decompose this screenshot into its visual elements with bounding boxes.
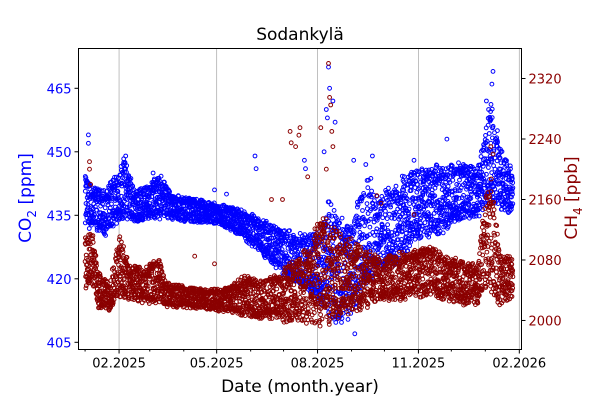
co2-point — [458, 178, 462, 182]
co2-point — [366, 186, 370, 190]
co2-point — [387, 186, 391, 190]
co2-outlier-point — [322, 150, 326, 154]
co2-outlier-point — [490, 82, 494, 86]
co2-point — [408, 202, 412, 206]
co2-point — [158, 217, 162, 221]
co2-point — [423, 221, 427, 225]
co2-outlier-point — [324, 108, 328, 112]
co2-outlier-point — [445, 137, 449, 141]
co2-outlier-point — [254, 167, 258, 171]
co2-outlier-point — [371, 154, 375, 158]
co2-outlier-point — [253, 154, 257, 158]
co2-point — [486, 123, 490, 127]
co2-outlier-point — [304, 167, 308, 171]
co2-point — [487, 132, 491, 136]
co2-point — [370, 189, 374, 193]
co2-outlier-point — [364, 163, 368, 167]
co2-outlier-point — [303, 158, 307, 162]
chart-title: Sodankylä — [256, 25, 344, 45]
co2-outlier-point — [87, 133, 91, 137]
co2-outlier-point — [331, 99, 335, 103]
co2-outlier-point — [496, 129, 500, 133]
co2-outlier-point — [213, 188, 217, 192]
co2-outlier-point — [326, 116, 330, 120]
co2-outlier-point — [491, 70, 495, 74]
co2-outlier-point — [333, 120, 337, 124]
co2-point — [332, 209, 336, 213]
co2-point — [388, 212, 392, 216]
co2-point — [361, 209, 365, 213]
co2-point — [346, 318, 350, 322]
co2-outlier-point — [225, 192, 229, 196]
co2-outlier-point — [124, 154, 128, 158]
co2-outlier-point — [485, 99, 489, 103]
co2-outlier-point — [353, 332, 357, 336]
co2-outlier-point — [151, 171, 155, 175]
ch4-point — [275, 287, 279, 291]
co2-point — [115, 222, 119, 226]
co2-point — [489, 103, 493, 107]
co2-point — [441, 231, 445, 235]
co2-outlier-point — [352, 158, 356, 162]
co2-point — [493, 167, 497, 171]
co2-point — [340, 216, 344, 220]
co2-point — [451, 178, 455, 182]
co2-outlier-point — [328, 86, 332, 90]
data-points — [83, 62, 515, 336]
co2-point — [83, 189, 87, 193]
co2-point — [340, 321, 344, 325]
co2-point — [386, 223, 390, 227]
co2-point — [365, 202, 369, 206]
co2-outlier-point — [87, 141, 91, 145]
co2-point — [385, 217, 389, 221]
co2-point — [368, 225, 372, 229]
co2-point — [487, 166, 491, 170]
co2-point — [484, 134, 488, 138]
co2-point — [394, 184, 398, 188]
co2-point — [457, 161, 461, 165]
co2-outlier-point — [412, 158, 416, 162]
ch4-point — [155, 268, 159, 272]
